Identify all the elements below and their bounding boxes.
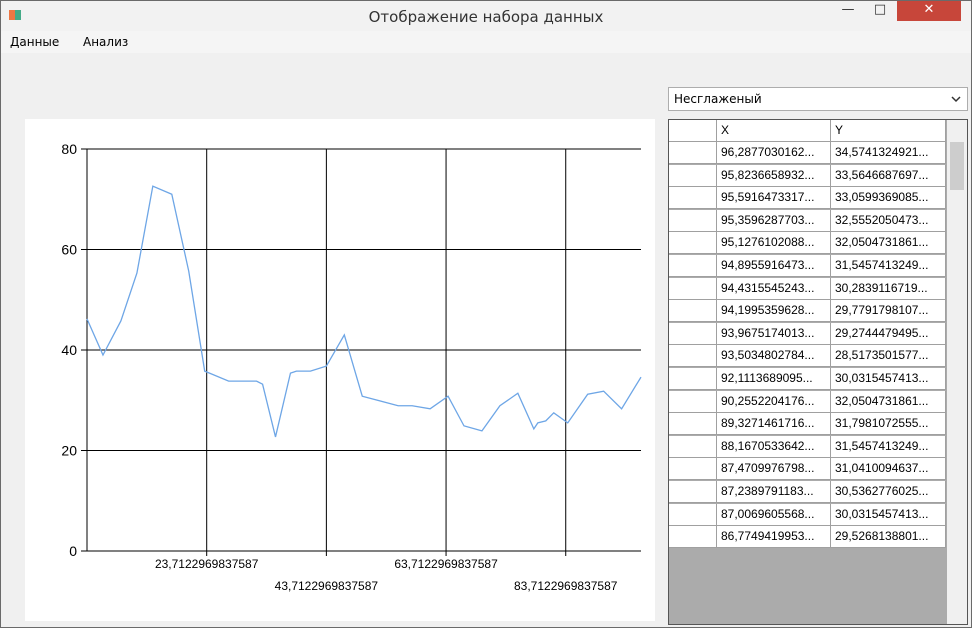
table-cell[interactable]: 89,3271461716... <box>717 413 831 436</box>
table-cell[interactable]: 95,5916473317... <box>717 187 831 210</box>
table-cell[interactable]: 31,0410094637... <box>831 458 946 481</box>
x-tick-label: 83,7122969837587 <box>514 579 618 593</box>
table-cell[interactable]: 32,0504731861... <box>831 390 946 413</box>
x-tick-label: 23,7122969837587 <box>155 557 259 571</box>
dropdown-arrow <box>951 96 961 103</box>
y-tick-label: 0 <box>69 543 77 559</box>
y-tick-label: 40 <box>61 342 77 358</box>
row-header[interactable] <box>669 300 717 323</box>
table-cell[interactable]: 87,4709976798... <box>717 458 831 481</box>
close-button[interactable]: ✕ <box>897 1 961 21</box>
x-tick-label: 63,7122969837587 <box>394 557 498 571</box>
data-line <box>86 185 642 438</box>
row-header[interactable] <box>669 345 717 368</box>
column-header[interactable]: Y <box>831 120 946 142</box>
scroll-thumb[interactable] <box>950 142 964 190</box>
table-cell[interactable]: 87,2389791183... <box>717 481 831 503</box>
y-tick-label: 80 <box>61 141 77 157</box>
window-title: Отображение набора данных <box>368 8 604 26</box>
y-tick-label: 20 <box>61 443 77 459</box>
row-header[interactable] <box>669 413 717 436</box>
table-cell[interactable]: 33,0599369085... <box>831 187 946 210</box>
row-header[interactable] <box>669 390 717 413</box>
table-cell[interactable]: 93,5034802784... <box>717 345 831 368</box>
app-icon <box>9 10 21 20</box>
table-cell[interactable]: 31,7981072555... <box>831 413 946 436</box>
table-cell[interactable]: 93,9675174013... <box>717 322 831 345</box>
minimize-button[interactable]: — <box>841 2 855 17</box>
table-cell[interactable]: 33,5646687697... <box>831 164 946 187</box>
dropdown-value: Несглаженый <box>674 92 762 106</box>
table-cell[interactable]: 94,1995359628... <box>717 300 831 323</box>
table-cell[interactable]: 95,8236658932... <box>717 164 831 187</box>
table-cell[interactable]: 31,5457413249... <box>831 255 946 277</box>
scrollbar[interactable] <box>947 120 967 624</box>
table-cell[interactable]: 95,3596287703... <box>717 209 831 232</box>
table-cell[interactable]: 30,0315457413... <box>831 368 946 390</box>
row-header[interactable] <box>669 209 717 232</box>
row-header[interactable] <box>669 187 717 210</box>
row-header[interactable] <box>669 164 717 187</box>
table-cell[interactable]: 94,4315545243... <box>717 277 831 300</box>
table-cell[interactable]: 29,2744479495... <box>831 322 946 345</box>
title-bar: Отображение набора данных — □ ✕ <box>1 1 971 31</box>
row-header[interactable] <box>669 232 717 255</box>
table-cell[interactable]: 32,5552050473... <box>831 209 946 232</box>
table-cell[interactable]: 32,0504731861... <box>831 232 946 255</box>
row-header[interactable] <box>669 277 717 300</box>
table-cell[interactable]: 87,0069605568... <box>717 503 831 526</box>
table-cell[interactable]: 95,1276102088... <box>717 232 831 255</box>
table-cell[interactable]: 29,7791798107... <box>831 300 946 323</box>
table-cell[interactable]: 30,0315457413... <box>831 503 946 526</box>
menu-bar: Данные Анализ <box>1 31 971 53</box>
menu-item[interactable]: Анализ <box>83 35 129 49</box>
row-header[interactable] <box>669 142 717 164</box>
data-grid: X Y 96,2877030162... 34,5741324921... 95,823… <box>668 119 968 625</box>
maximize-button[interactable]: □ <box>873 2 887 17</box>
table-cell[interactable]: 28,5173501577... <box>831 345 946 368</box>
menu-item[interactable]: Данные <box>10 35 60 49</box>
table-cell[interactable]: 90,2552204176... <box>717 390 831 413</box>
x-tick-label: 43,7122969837587 <box>275 579 379 593</box>
row-header[interactable] <box>669 503 717 526</box>
row-header[interactable] <box>669 255 717 277</box>
row-header[interactable] <box>669 368 717 390</box>
corner-header[interactable] <box>669 120 717 142</box>
column-header[interactable]: X <box>717 120 831 142</box>
chart: 0 20 40 60 80 23,7122969837587 43,712296983758… <box>25 119 655 621</box>
table-cell[interactable]: 30,2839116719... <box>831 277 946 300</box>
table-cell[interactable]: 96,2877030162... <box>717 142 831 164</box>
row-header[interactable] <box>669 322 717 345</box>
row-header[interactable] <box>669 481 717 503</box>
dropdown[interactable]: Несглаженый <box>668 87 968 111</box>
table-cell[interactable]: 92,1113689095... <box>717 368 831 390</box>
table-cell[interactable]: 30,5362776025... <box>831 481 946 503</box>
table-cell[interactable]: 88,1670533642... <box>717 435 831 458</box>
row-header[interactable] <box>669 458 717 481</box>
table-cell[interactable]: 94,8955916473... <box>717 255 831 277</box>
table-cell[interactable]: 29,5268138801... <box>831 526 946 549</box>
table-cell[interactable]: 34,5741324921... <box>831 142 946 164</box>
row-header[interactable] <box>669 435 717 458</box>
row-header[interactable] <box>669 526 717 549</box>
table-cell[interactable]: 31,5457413249... <box>831 435 946 458</box>
table-cell[interactable]: 86,7749419953... <box>717 526 831 549</box>
y-tick-label: 60 <box>61 242 77 258</box>
